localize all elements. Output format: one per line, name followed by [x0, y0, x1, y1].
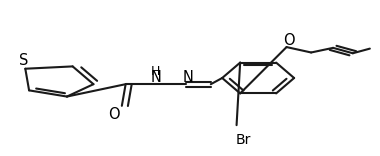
- Text: H: H: [151, 65, 161, 78]
- Text: N: N: [183, 70, 193, 85]
- Text: O: O: [283, 33, 294, 48]
- Text: Br: Br: [236, 133, 251, 147]
- Text: S: S: [19, 53, 28, 68]
- Text: O: O: [108, 107, 120, 122]
- Text: N: N: [150, 70, 162, 85]
